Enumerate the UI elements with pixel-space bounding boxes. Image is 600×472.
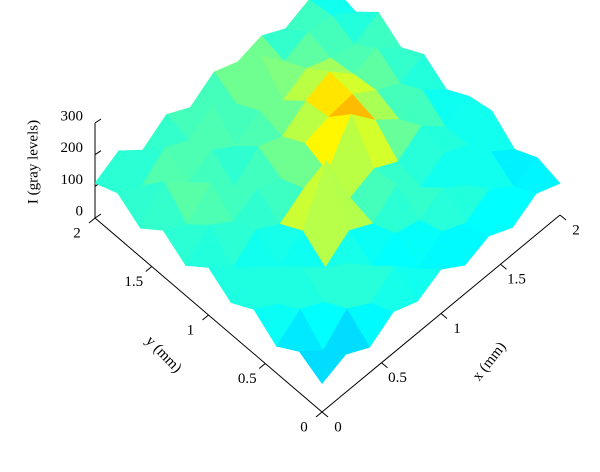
y-tick-label: 0 (300, 419, 308, 435)
z-tick-label: 200 (61, 140, 84, 156)
x-tick-label: 2 (572, 222, 580, 238)
x-tick (500, 263, 507, 270)
z-tick-label: 0 (76, 203, 84, 219)
z-tick (94, 118, 102, 124)
x-tick (440, 313, 448, 319)
y-tick (258, 363, 266, 369)
y-tick (315, 411, 323, 418)
y-tick-label: 0.5 (238, 371, 257, 387)
x-tick (321, 411, 329, 418)
x-tick (559, 214, 567, 221)
z-tick (94, 150, 102, 156)
z-tick (94, 213, 102, 219)
x-tick-label: 0.5 (388, 370, 407, 386)
y-tick (88, 217, 96, 224)
z-axis-label: I (gray levels) (25, 120, 41, 204)
y-tick-label: 1.5 (124, 274, 143, 290)
x-tick-label: 1.5 (507, 272, 526, 288)
x-tick-label: 1 (453, 321, 461, 337)
surface-cell (298, 350, 347, 384)
y-tick-label: 2 (73, 225, 81, 241)
x-tick (381, 362, 388, 369)
x-tick-label: 0 (334, 419, 342, 435)
y-tick (202, 314, 209, 321)
z-tick-label: 300 (61, 108, 84, 124)
y-axis-label: y (mm) (142, 333, 184, 376)
y-tick-label: 1 (187, 322, 195, 338)
x-axis-label: x (mm) (470, 339, 510, 384)
y-tick (145, 266, 153, 272)
z-tick-label: 100 (61, 172, 84, 188)
